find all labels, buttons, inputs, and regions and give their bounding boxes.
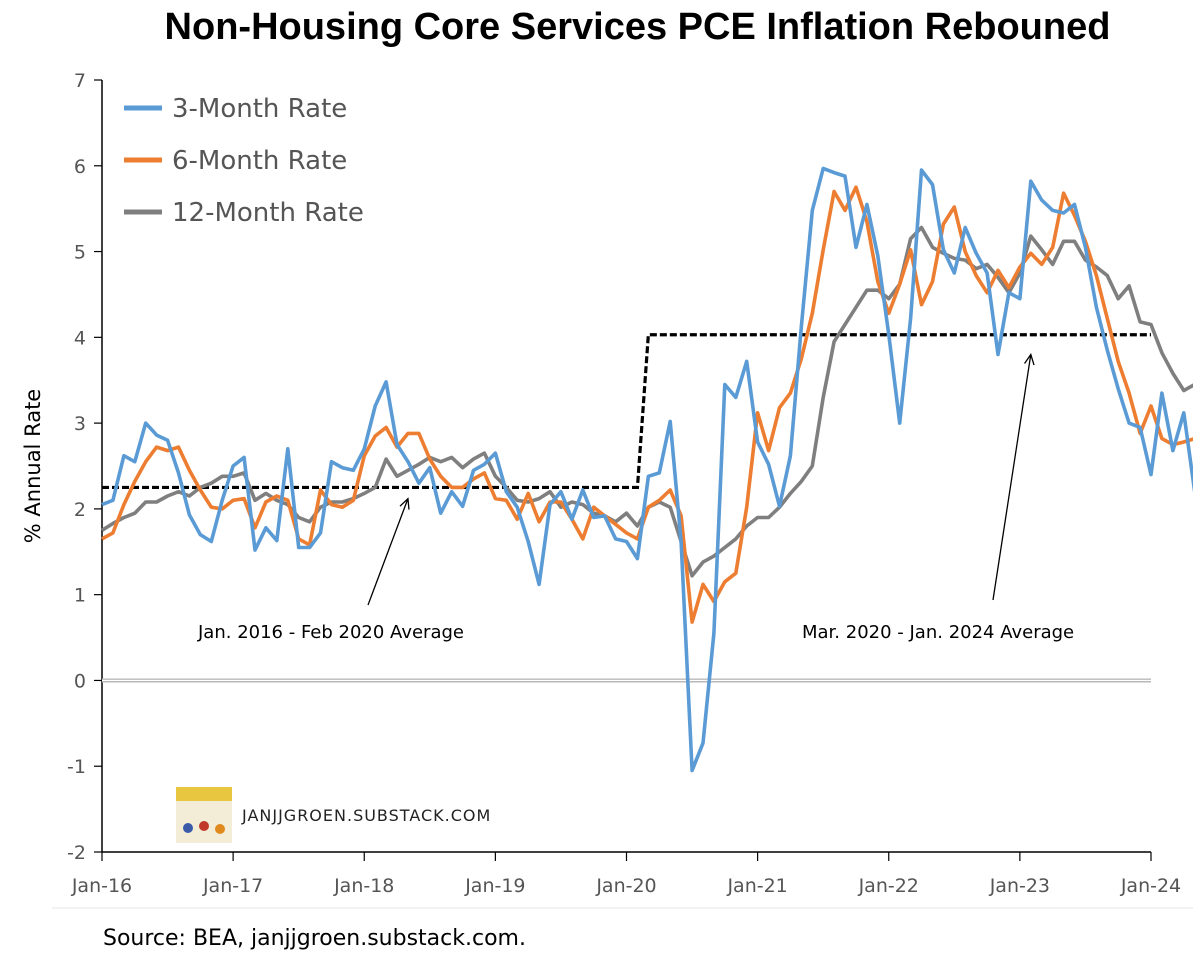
chart-axes: -2 -1 0 1 2 3 4 5 6 7 Jan-16 Jan-17 Jan-18 Jan-19 Jan-… <box>67 70 1181 897</box>
annotation-arrow <box>367 498 409 606</box>
chart-title: Non-Housing Core Services PCE Inflation … <box>164 6 1111 48</box>
annotation-label: Jan. 2016 - Feb 2020 Average <box>197 622 464 643</box>
average-reference-lines <box>102 333 1151 490</box>
average-step-line <box>102 333 1151 490</box>
series-line-6-month-rate <box>101 185 1193 624</box>
y-tick-label: 6 <box>74 156 86 178</box>
x-tick-label: Jan-18 <box>333 875 394 897</box>
legend-label: 6-Month Rate <box>172 146 347 176</box>
legend-label: 12-Month Rate <box>172 198 364 228</box>
watermark-logo-figure <box>199 821 209 831</box>
x-tick-label: Jan-24 <box>1120 875 1181 897</box>
y-tick-label: 0 <box>74 670 86 692</box>
source-note: Source: BEA, janjjgroen.substack.com. <box>103 926 526 951</box>
y-axis-label: % Annual Rate <box>21 389 45 543</box>
series-line-12-month-rate <box>101 225 1193 578</box>
watermark: JANJJGROEN.SUBSTACK.COM <box>176 787 491 843</box>
y-tick-label: -1 <box>67 756 86 778</box>
chart-legend: 3-Month Rate 6-Month Rate 12-Month Rate <box>124 94 364 228</box>
watermark-text: JANJJGROEN.SUBSTACK.COM <box>241 806 491 825</box>
series-line-3-month-rate <box>101 166 1193 773</box>
watermark-logo-figure <box>215 824 225 834</box>
y-tick-label: 4 <box>74 327 86 349</box>
y-tick-label: 5 <box>74 242 86 264</box>
x-tick-label: Jan-23 <box>989 875 1050 897</box>
x-tick-label: Jan-19 <box>464 875 525 897</box>
y-tick-label: -2 <box>67 842 86 864</box>
annotation-arrowhead <box>1024 353 1035 366</box>
y-tick-label: 7 <box>74 70 86 92</box>
y-tick-label: 2 <box>74 499 86 521</box>
y-tick-label: 1 <box>74 585 86 607</box>
chart-series <box>101 166 1193 773</box>
annotation-arrowhead <box>399 497 410 510</box>
annotation-arrow <box>992 354 1032 601</box>
x-tick-label: Jan-21 <box>726 875 787 897</box>
chart-annotations: Jan. 2016 - Feb 2020 Average Mar. 2020 - … <box>197 353 1074 643</box>
x-tick-label: Jan-17 <box>202 875 263 897</box>
watermark-logo-band <box>176 787 232 801</box>
annotation-label: Mar. 2020 - Jan. 2024 Average <box>802 622 1074 643</box>
y-tick-label: 3 <box>74 413 86 435</box>
x-tick-label: Jan-16 <box>71 875 132 897</box>
x-tick-label: Jan-22 <box>858 875 919 897</box>
x-tick-label: Jan-20 <box>595 875 656 897</box>
legend-label: 3-Month Rate <box>172 94 347 124</box>
watermark-logo-figure <box>183 823 193 833</box>
